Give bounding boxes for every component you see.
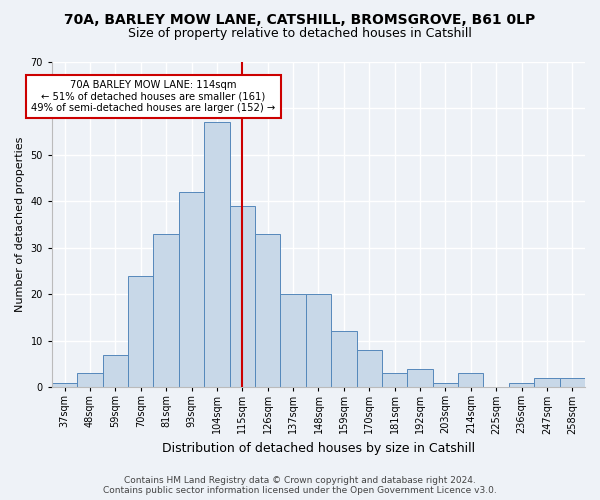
Bar (331, 332, 356, 387)
Text: Contains HM Land Registry data © Crown copyright and database right 2024.
Contai: Contains HM Land Registry data © Crown c… (103, 476, 497, 495)
Bar (560, 378, 585, 387)
Bar (509, 382, 534, 387)
Bar (154, 234, 179, 387)
Bar (77, 374, 103, 387)
Bar (458, 374, 484, 387)
Bar (280, 294, 306, 387)
Text: 70A BARLEY MOW LANE: 114sqm
← 51% of detached houses are smaller (161)
49% of se: 70A BARLEY MOW LANE: 114sqm ← 51% of det… (31, 80, 275, 114)
Bar (204, 122, 230, 387)
Bar (52, 382, 77, 387)
Bar (356, 350, 382, 387)
Bar (179, 192, 204, 387)
Y-axis label: Number of detached properties: Number of detached properties (15, 136, 25, 312)
Bar (407, 368, 433, 387)
Bar (382, 374, 407, 387)
Bar (433, 382, 458, 387)
Bar (230, 206, 255, 387)
Text: 70A, BARLEY MOW LANE, CATSHILL, BROMSGROVE, B61 0LP: 70A, BARLEY MOW LANE, CATSHILL, BROMSGRO… (64, 12, 536, 26)
Bar (128, 276, 154, 387)
Bar (534, 378, 560, 387)
X-axis label: Distribution of detached houses by size in Catshill: Distribution of detached houses by size … (162, 442, 475, 455)
Bar (103, 354, 128, 387)
Text: Size of property relative to detached houses in Catshill: Size of property relative to detached ho… (128, 28, 472, 40)
Bar (255, 234, 280, 387)
Bar (306, 294, 331, 387)
